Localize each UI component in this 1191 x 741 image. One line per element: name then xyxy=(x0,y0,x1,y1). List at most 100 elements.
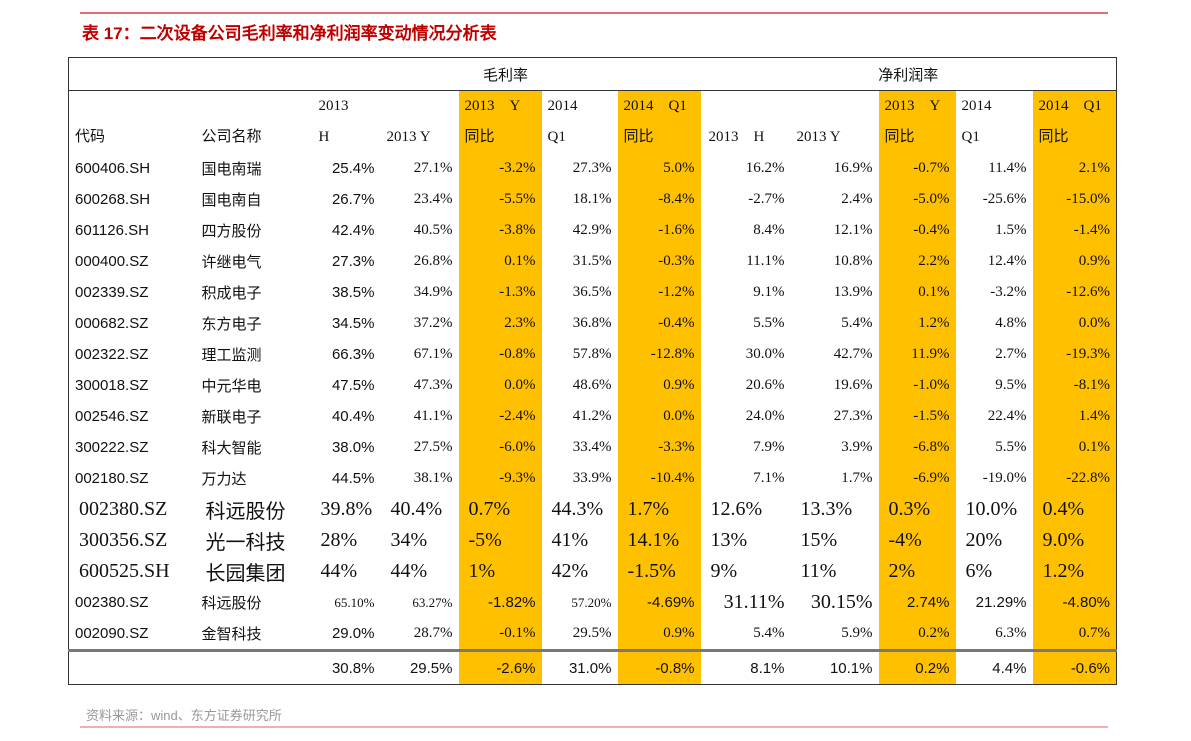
cell-value: 47.3% xyxy=(413,377,453,393)
header-gross-3: 2014 Q1 xyxy=(547,98,578,145)
cell-value: 18.1% xyxy=(572,191,612,207)
cell-value: 1.4% xyxy=(1032,401,1117,432)
cell-value: 40.4% xyxy=(331,408,375,425)
cell-value: 30.0% xyxy=(745,346,785,362)
cell-value: -0.4% xyxy=(617,308,701,339)
cell-company: 光一科技 xyxy=(205,532,286,554)
cell-value: -0.8% xyxy=(458,339,542,370)
cell-value: 42.7% xyxy=(833,346,873,362)
table-row: 002380.SZ 科远股份 39.8% 40.4% 0.7% 44.3% 1.7% 12.6… xyxy=(69,494,1117,525)
cell-value: -22.8% xyxy=(1032,463,1117,494)
cell-code: 300356.SZ xyxy=(79,529,168,551)
cell-value: 0.0% xyxy=(1032,308,1117,339)
table-row: 600525.SH 长园集团 44% 44% 1% 42% -1.5% 9% 11% 2% 6% 1.… xyxy=(69,556,1117,587)
cell-value: 23.4% xyxy=(413,191,453,207)
group-header-row: 毛利率 净利润率 xyxy=(68,57,1117,91)
cell-value: 31.11% xyxy=(723,591,785,613)
table-title: 表 17：二次设备公司毛利率和净利润率变动情况分析表 xyxy=(82,24,497,43)
cell-value: 9.0% xyxy=(1032,525,1117,556)
cell-value: -3.3% xyxy=(617,432,701,463)
cell-value: 11.9% xyxy=(878,339,956,370)
cell-value: 42.4% xyxy=(331,222,375,239)
cell-value: -6.0% xyxy=(458,432,542,463)
top-rule xyxy=(80,12,1108,14)
table-row: 000682.SZ 东方电子 34.5% 37.2% 2.3% 36.8% -0.4% 5.5… xyxy=(69,308,1117,339)
cell-value: 12.1% xyxy=(833,222,873,238)
cell-value: 13% xyxy=(710,529,748,551)
cell-value: 5.5% xyxy=(995,439,1027,455)
cell-value: 0.4% xyxy=(1032,494,1117,525)
cell-value: 34.9% xyxy=(413,284,453,300)
cell-company xyxy=(195,649,311,685)
cell-value: -3.2% xyxy=(990,284,1027,300)
cell-value: 27.3% xyxy=(331,253,375,270)
cell-value: -4.69% xyxy=(617,587,701,618)
cell-company: 长园集团 xyxy=(205,563,286,585)
cell-value: 57.20% xyxy=(571,594,612,610)
cell-value: 0.7% xyxy=(1032,618,1117,651)
cell-value: 65.10% xyxy=(334,594,375,610)
cell-value: -0.8% xyxy=(617,649,701,685)
cell-value: 4.4% xyxy=(955,649,1033,685)
cell-value: 2.2% xyxy=(878,246,956,277)
source-note: 资料来源：wind、东方证券研究所 xyxy=(86,708,282,723)
cell-value: 0.2% xyxy=(878,618,956,651)
group-net-margin: 净利润率 xyxy=(700,57,1117,91)
cell-value: -8.1% xyxy=(1032,370,1117,401)
cell-value: 0.7% xyxy=(458,494,542,525)
cell-value: 26.8% xyxy=(413,253,453,269)
cell-value: 33.4% xyxy=(572,439,612,455)
cell-code: 000682.SZ xyxy=(75,315,149,332)
cell-code xyxy=(68,649,196,685)
cell-value: -5% xyxy=(458,525,542,556)
cell-value: 25.4% xyxy=(331,160,375,177)
cell-value: 13.3% xyxy=(800,498,853,520)
cell-value: -6.9% xyxy=(878,463,956,494)
cell-value: -12.6% xyxy=(1032,277,1117,308)
cell-value: 2.1% xyxy=(1032,153,1117,184)
cell-value: 5.9% xyxy=(841,625,873,641)
cell-value: 37.2% xyxy=(413,315,453,331)
cell-value: -6.8% xyxy=(878,432,956,463)
column-header-row: 代码 公司名称 2013 H 2013 Y 2013 Y 同比 2014 Q1 2014 Q1… xyxy=(69,90,1117,153)
cell-company: 中元华电 xyxy=(201,379,262,395)
cell-value: -5.0% xyxy=(878,184,956,215)
cell-code: 002339.SZ xyxy=(75,284,149,301)
margin-table: 毛利率 净利润率 代码 公司名称 2013 H 2013 Y 2013 Y 同比 2014… xyxy=(68,57,1117,685)
cell-code: 002090.SZ xyxy=(75,625,149,642)
cell-code: 002546.SZ xyxy=(75,408,149,425)
cell-value: 3.9% xyxy=(841,439,873,455)
cell-value: 2% xyxy=(878,556,956,587)
cell-value: -1.5% xyxy=(878,401,956,432)
cell-value: 28% xyxy=(320,529,358,551)
cell-value: 31.5% xyxy=(572,253,612,269)
cell-value: 47.5% xyxy=(331,377,375,394)
cell-value: 44% xyxy=(390,560,428,582)
cell-value: 7.9% xyxy=(753,439,785,455)
cell-value: -4.80% xyxy=(1032,587,1117,618)
cell-value: 4.8% xyxy=(995,315,1027,331)
header-gross-4: 2014 Q1 同比 xyxy=(617,90,701,153)
table-row: 002546.SZ 新联电子 40.4% 41.1% -2.4% 41.2% 0.0% 24.… xyxy=(69,401,1117,432)
cell-value: 33.9% xyxy=(572,470,612,486)
cell-value: 10.1% xyxy=(790,649,879,685)
table-row: 600406.SH 国电南瑞 25.4% 27.1% -3.2% 27.3% 5.0% 16.… xyxy=(69,153,1117,184)
cell-company: 许继电气 xyxy=(201,255,262,271)
cell-value: -19.3% xyxy=(1032,339,1117,370)
cell-code: 002380.SZ xyxy=(75,594,149,611)
cell-value: -1.2% xyxy=(617,277,701,308)
cell-value: -1.0% xyxy=(878,370,956,401)
header-gross-2: 2013 Y 同比 xyxy=(458,90,542,153)
cell-code: 002322.SZ xyxy=(75,346,149,363)
cell-value: 28.7% xyxy=(413,625,453,641)
cell-company: 四方股份 xyxy=(201,224,262,240)
table-row: 300018.SZ 中元华电 47.5% 47.3% 0.0% 48.6% 0.9% 20.6… xyxy=(69,370,1117,401)
cell-value: 16.9% xyxy=(833,160,873,176)
cell-value: 1.2% xyxy=(878,308,956,339)
table-row: 601126.SH 四方股份 42.4% 40.5% -3.8% 42.9% -1.6% 8.… xyxy=(69,215,1117,246)
cell-value: 27.1% xyxy=(413,160,453,176)
cell-value: 2.4% xyxy=(841,191,873,207)
header-net-4: 2014 Q1 同比 xyxy=(1032,90,1117,153)
cell-value: 0.1% xyxy=(458,246,542,277)
cell-value: 29.0% xyxy=(331,625,375,642)
